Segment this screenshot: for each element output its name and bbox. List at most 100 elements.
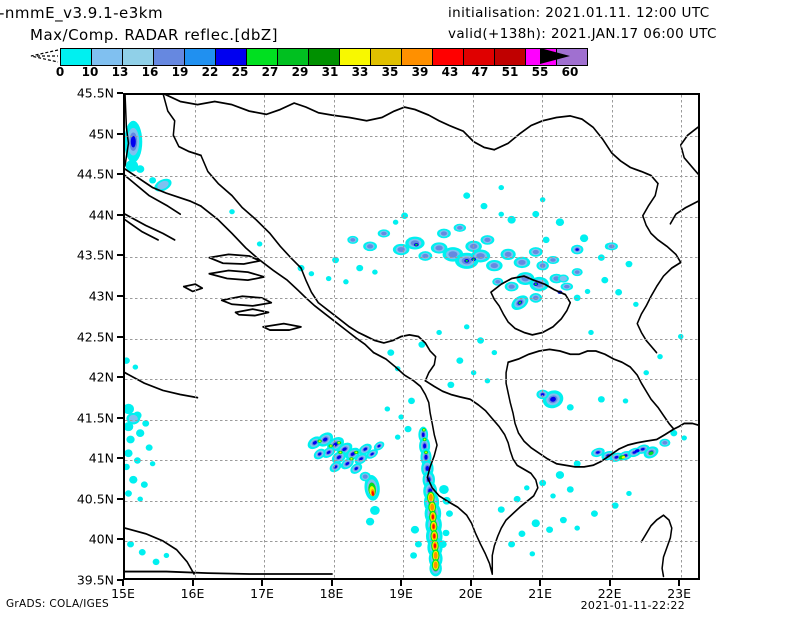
initialisation-time: initialisation: 2021.01.11. 12:00 UTC [448,5,710,21]
colorbar-under-arrow-icon [30,49,59,63]
radar-echo-cell [670,429,678,437]
gridline-lat-43 [125,297,698,299]
ytick-label-44.5N: 44.5N [76,166,114,182]
radar-echo-cell [421,432,425,437]
ytick-mark-44N [117,213,123,216]
radar-echo-cell [125,357,130,364]
ytick-label-40.5N: 40.5N [76,491,114,507]
country-border-path [125,527,195,575]
radar-echo-cell [573,294,581,302]
radar-echo-cell [428,493,433,502]
ytick-label-45N: 45N [88,126,114,142]
radar-echo-cell [423,443,427,449]
colorbar-swatch-33 [371,49,402,65]
radar-echo-cell [446,510,453,517]
radar-echo-cell [555,471,565,479]
radar-map-plot[interactable] [123,93,700,580]
radar-echo-cell [435,245,443,251]
radar-echo-cell [579,234,589,243]
xtick-mark-22E [608,580,611,586]
gridline-lat-40.5 [125,500,698,502]
country-border-path [234,308,270,317]
radar-echo-cell [425,466,430,471]
xtick-mark-17E [261,580,264,586]
colorbar-swatch-43 [464,49,495,65]
radar-echo-cell [318,452,322,456]
xtick-label-15E: 15E [111,586,135,601]
country-border-path [507,348,698,430]
radar-echo-cell [681,435,687,441]
radar-echo-cell [339,451,342,454]
country-border-path [162,95,202,157]
radar-echo-cell [508,540,516,548]
colorbar-over-arrow-icon [540,48,570,64]
radar-echo-cell [513,495,521,503]
ytick-mark-40.5N [117,497,123,500]
radar-echo-cell [355,451,358,454]
radar-echo-cell [359,457,363,461]
country-border-path [125,371,199,399]
radar-echo-cell [140,481,148,488]
radar-echo-cell [342,447,347,452]
colorbar-swatch-29 [309,49,340,65]
radar-echo-cell [498,211,505,217]
colorbar-swatch-39 [433,49,464,65]
radar-echo-cell [397,247,405,253]
country-border-path [679,126,698,175]
radar-echo-cell [126,435,135,444]
colorbar-tick-25: 25 [231,65,249,79]
radar-echo-cell [137,496,143,502]
ytick-label-40N: 40N [88,531,114,547]
radar-echo-cell [555,218,565,227]
radar-echo-cell [601,276,609,284]
radar-echo-cell [495,279,501,284]
xtick-label-16E: 16E [180,586,205,601]
colorbar-swatch-55 [557,49,587,65]
xtick-label-19E: 19E [389,586,413,601]
ytick-mark-42.5N [117,335,123,338]
radar-echo-cell [129,475,138,484]
xtick-label-23E: 23E [667,586,692,601]
xtick-mark-19E [400,580,403,586]
radar-echo-cell [532,210,540,218]
radar-echo-cell [643,370,649,376]
country-border-path [372,351,494,575]
radar-echo-cell [508,284,515,289]
colorbar-swatch-19 [185,49,216,65]
colorbar-swatch-25 [247,49,278,65]
ytick-label-43N: 43N [88,288,114,304]
radar-echo-cell [491,350,498,356]
radar-echo-cell [142,420,150,427]
radar-echo-cell [573,460,581,467]
radar-echo-cell [367,244,374,249]
ytick-label-42N: 42N [88,369,114,385]
radar-echo-cell [163,552,170,559]
ytick-mark-45N [117,132,123,135]
radar-echo-cell [662,440,668,445]
radar-echo-cell [392,219,399,225]
xtick-label-22E: 22E [597,586,622,601]
radar-echo-cell [559,275,568,282]
radar-echo-cell [436,329,442,336]
country-border-path [262,322,302,331]
country-border-path [125,218,159,241]
radar-echo-cell [431,514,435,520]
radar-echo-cell [595,451,600,454]
gridline-lat-41 [125,460,698,462]
radar-echo-cell [354,467,358,471]
country-border-path [669,200,698,225]
map-geography [125,95,698,578]
country-border-path [125,570,333,575]
radar-echo-cell [634,449,640,453]
colorbar-tick-29: 29 [291,65,309,79]
gridline-lon-18 [333,95,335,578]
radar-echo-cell [329,445,332,447]
gridline-lon-16 [194,95,196,578]
colorbar-swatch-35 [402,49,433,65]
radar-echo-cell [312,440,317,445]
radar-echo-cell [457,226,463,230]
radar-echo-cell [343,279,349,285]
radar-echo-cell [372,269,378,275]
gridline-lat-45 [125,135,698,137]
radar-echo-cell [447,381,455,389]
